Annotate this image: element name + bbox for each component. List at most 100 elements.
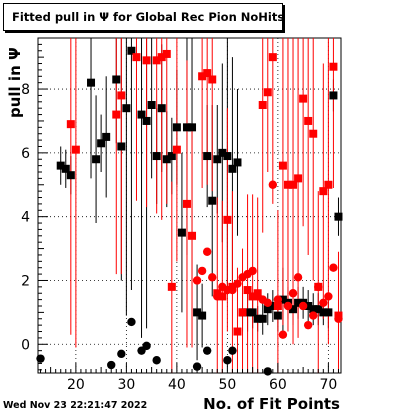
data-point-circle [107, 360, 116, 370]
data-point-circle [228, 346, 237, 355]
data-point-square [233, 158, 242, 167]
data-point-square [289, 305, 298, 314]
data-point-square [248, 292, 257, 301]
data-point-circle [233, 279, 242, 288]
data-point-square [314, 305, 323, 314]
data-point-square [334, 212, 343, 221]
y-tick-label: 6 [21, 146, 30, 162]
x-tick-label: 70 [319, 377, 337, 393]
data-point-circle [303, 320, 313, 330]
data-point-square [188, 123, 197, 132]
grid-lines [38, 38, 341, 373]
data-point-circle [202, 346, 212, 355]
data-point-circle [324, 292, 333, 301]
data-point-square [182, 199, 191, 208]
data-point-square [117, 91, 126, 100]
data-point-square [137, 110, 146, 119]
chart-title: Fitted pull in Ψ for Global Rec Pion NoH… [3, 3, 284, 31]
data-point-square [329, 62, 338, 71]
data-point-square [61, 164, 70, 173]
data-point-square [172, 123, 181, 132]
data-point-circle [228, 285, 237, 295]
data-point-square [309, 305, 318, 314]
data-point-square [299, 94, 308, 103]
data-point-square [278, 161, 287, 170]
data-point-square [319, 187, 328, 196]
data-point-square [122, 104, 131, 113]
data-point-square [132, 53, 141, 62]
datestamp: Wed Nov 23 22:21:47 2022 [3, 400, 148, 411]
data-point-square [268, 53, 277, 62]
data-point-square [188, 231, 197, 240]
data-point-square [218, 148, 227, 157]
data-point-square [268, 302, 277, 310]
data-point-square [289, 180, 298, 189]
data-point-square [92, 155, 101, 164]
data-point-square [309, 129, 318, 138]
x-axis-label: No. of Fit Points [203, 395, 340, 413]
x-tick-label: 20 [67, 377, 85, 393]
data-point-square [228, 164, 237, 173]
data-point-circle [197, 266, 207, 276]
data-point-square [127, 46, 136, 55]
data-point-circle [192, 276, 202, 285]
data-point-square [238, 308, 247, 317]
data-point-square [167, 282, 176, 291]
data-point-circle [208, 273, 217, 282]
data-point-square [112, 110, 121, 119]
data-point-square [324, 308, 333, 317]
data-point-circle [223, 356, 232, 365]
data-point-square [147, 101, 156, 109]
data-point-square [329, 91, 338, 100]
data-point-circle [36, 354, 45, 363]
data-point-square [162, 49, 171, 58]
data-point-square [198, 311, 207, 320]
y-tick-label: 4 [21, 210, 30, 226]
data-point-circle [268, 180, 278, 189]
data-point-square [112, 75, 121, 84]
data-point-square [87, 78, 96, 87]
data-point-square [203, 69, 212, 78]
data-point-circle [248, 266, 257, 276]
data-point-square [167, 152, 176, 161]
data-point-square [66, 120, 75, 129]
data-point-square [263, 305, 272, 314]
data-point-square [213, 155, 222, 164]
data-point-square [172, 145, 181, 154]
data-point-square [157, 104, 166, 113]
data-point-circle [288, 289, 298, 298]
data-point-square [273, 311, 282, 320]
axes: 20 30 40 50 60 70 0 2 4 6 8 [21, 37, 339, 393]
y-tick-label: 8 [21, 82, 30, 98]
data-point-circle [278, 330, 288, 339]
data-point-square [263, 88, 272, 97]
data-point-circle [298, 301, 308, 311]
data-point-circle [152, 356, 161, 365]
data-point-square [258, 314, 267, 323]
data-point-square [193, 308, 202, 317]
data-point-square [71, 145, 80, 154]
markers [36, 46, 343, 376]
data-point-square [102, 132, 111, 141]
data-point-circle [127, 317, 136, 327]
data-point-square [294, 174, 303, 183]
data-point-square [208, 196, 217, 205]
data-point-square [294, 298, 303, 307]
x-tick-label: 60 [269, 377, 287, 393]
data-point-circle [334, 314, 343, 323]
data-point-square [117, 142, 126, 151]
data-point-square [243, 286, 252, 295]
data-point-circle [273, 295, 283, 304]
data-point-square [243, 308, 252, 317]
x-tick-label: 30 [117, 377, 135, 393]
data-point-square [152, 56, 161, 65]
data-point-square [162, 155, 171, 164]
data-point-circle [192, 362, 202, 371]
data-point-square [248, 308, 257, 317]
data-point-circle [329, 263, 338, 272]
data-point-circle [263, 298, 272, 308]
y-axis-label-text: pull in Ψ [6, 47, 24, 118]
x-tick-label: 50 [218, 377, 236, 393]
data-point-circle [142, 341, 151, 351]
